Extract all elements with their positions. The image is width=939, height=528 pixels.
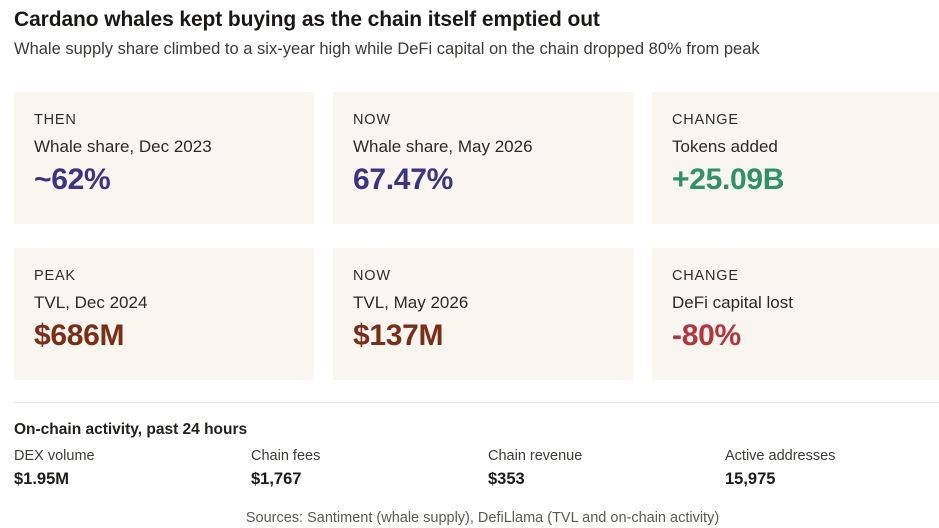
card-description: Whale share, May 2026	[353, 137, 533, 156]
metric-cards-grid: THEN Whale share, Dec 2023 ~62% NOW Whal…	[14, 92, 939, 380]
card-description: Tokens added	[672, 137, 778, 156]
card-value: 67.47%	[353, 163, 453, 196]
metric-card-tvl-peak: PEAK TVL, Dec 2024 $686M	[14, 248, 314, 380]
card-description: TVL, Dec 2024	[34, 293, 148, 312]
page-subtitle: Whale supply share climbed to a six-year…	[14, 40, 760, 58]
stat-label: DEX volume	[14, 448, 95, 464]
card-label: PEAK	[34, 268, 76, 284]
card-value: $686M	[34, 319, 125, 352]
card-description: TVL, May 2026	[353, 293, 469, 312]
card-label: NOW	[353, 112, 391, 128]
card-label: THEN	[34, 112, 77, 128]
sources-footnote: Sources: Santiment (whale supply), DefiL…	[245, 510, 720, 526]
metric-card-whale-share-then: THEN Whale share, Dec 2023 ~62%	[14, 92, 314, 224]
metric-card-defi-capital-lost: CHANGE DeFi capital lost -80%	[652, 248, 939, 380]
card-value: $137M	[353, 319, 444, 352]
stat-value: $1,767	[251, 470, 302, 488]
stat-active-addresses: Active addresses 15,975	[725, 448, 939, 489]
card-label: CHANGE	[672, 268, 739, 284]
stat-label: Chain revenue	[488, 448, 583, 464]
stat-value: $353	[488, 470, 525, 488]
card-value: ~62%	[34, 163, 111, 196]
card-label: CHANGE	[672, 112, 739, 128]
card-value: -80%	[672, 319, 741, 352]
section-divider	[14, 402, 939, 403]
card-label: NOW	[353, 268, 391, 284]
stat-chain-revenue: Chain revenue $353	[488, 448, 725, 489]
stat-value: 15,975	[725, 470, 776, 488]
page-title: Cardano whales kept buying as the chain …	[14, 8, 600, 31]
activity-stats: DEX volume $1.95M Chain fees $1,767 Chai…	[14, 448, 939, 489]
stat-dex-volume: DEX volume $1.95M	[14, 448, 251, 489]
stat-label: Chain fees	[251, 448, 321, 464]
stat-label: Active addresses	[725, 448, 836, 464]
card-description: DeFi capital lost	[672, 293, 793, 312]
metric-card-tvl-now: NOW TVL, May 2026 $137M	[333, 248, 633, 380]
stat-chain-fees: Chain fees $1,767	[251, 448, 488, 489]
card-value: +25.09B	[672, 163, 785, 196]
card-description: Whale share, Dec 2023	[34, 137, 212, 156]
metric-card-whale-share-now: NOW Whale share, May 2026 67.47%	[333, 92, 633, 224]
stat-value: $1.95M	[14, 470, 70, 488]
activity-section-title: On-chain activity, past 24 hours	[14, 421, 248, 438]
metric-card-tokens-added: CHANGE Tokens added +25.09B	[652, 92, 939, 224]
